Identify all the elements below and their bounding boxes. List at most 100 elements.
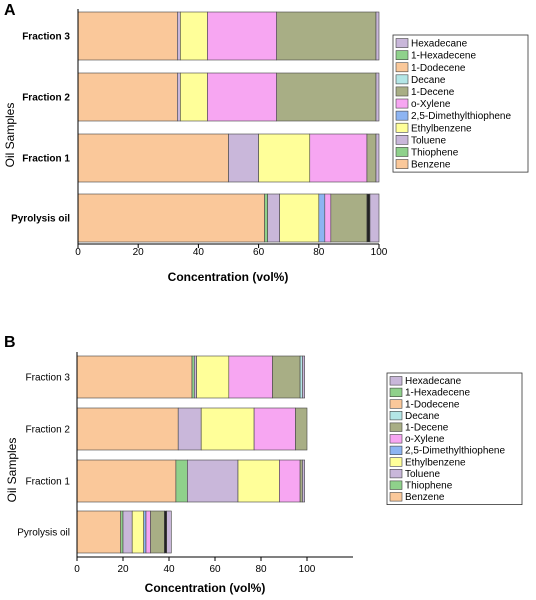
legend-box (386, 372, 523, 506)
legend-label-1-hexadecene: 1-Hexadecene (405, 388, 470, 399)
x-axis-title-b: Concentration (vol%) (145, 581, 266, 595)
legend-label-toluene: Toluene (405, 469, 440, 480)
bar-fraction-3-toluene (177, 11, 181, 61)
bar-pyrolysis-oil-ethylbenzene (131, 510, 144, 554)
y-tick-label-fraction-2: Fraction 2 (26, 425, 71, 436)
bar-fraction-1-o-xylene (279, 459, 301, 503)
y-tick-label-fraction-2: Fraction 2 (22, 93, 70, 104)
panel-letter-a: A (4, 2, 16, 19)
bar-pyrolysis-oil-ethylbenzene (279, 193, 320, 243)
ticks-b: Fraction 3 Fraction 2 Fraction 1 Pyrolysis … (17, 373, 316, 576)
bar-pyrolysis-oil-2-5-dimethylthiophene (143, 510, 147, 554)
bar-fraction-3-benzene (76, 355, 193, 399)
x-tick-label-0: 0 (74, 564, 80, 575)
bar-fraction-3-1-decene (272, 355, 301, 399)
legend-swatch-toluene (389, 468, 403, 479)
bar-fraction-3-thiophene (191, 355, 195, 399)
panel-letter-b: B (4, 334, 16, 351)
bar-fraction-2-1-decene (295, 407, 308, 451)
legend-swatch-1-decene (389, 422, 403, 432)
bar-fraction-3-benzene (77, 11, 178, 61)
legend-label-benzene: Benzene (411, 160, 451, 171)
bar-pyrolysis-oil-2-5-dimethylthiophene (318, 193, 326, 243)
bar-pyrolysis-oil-1-decene (150, 510, 165, 554)
legend-swatch-decane (395, 74, 409, 85)
bar-fraction-2-1-decene (276, 72, 377, 122)
legend-swatch-1-decene (395, 86, 409, 97)
legend-swatch-toluene (395, 135, 409, 145)
panel-b: B Oil Samples Concentration (vol%) Fract… (4, 334, 523, 595)
legend-label-2-5-dimethylthiophene: 2,5-Dimethylthiophene (411, 111, 511, 122)
legend-swatch-thiophene (389, 480, 403, 490)
bars-a (77, 11, 380, 243)
bar-fraction-3-ethylbenzene (196, 355, 230, 399)
x-tick-label-100: 100 (299, 564, 316, 575)
bar-fraction-3-o-xylene (207, 11, 277, 61)
legend-label-hexadecane: Hexadecane (411, 39, 468, 50)
bar-pyrolysis-oil-benzene (76, 510, 122, 554)
x-tick-label-20: 20 (133, 247, 145, 258)
bar-fraction-3-hexadecane (375, 11, 380, 61)
ticks-a: Fraction 3 Fraction 2 Fraction 1 Pyrolysis … (11, 32, 388, 259)
bar-pyrolysis-oil-toluene (122, 510, 133, 554)
bar-fraction-2-hexadecane (375, 72, 380, 122)
legend-swatch-1-hexadecene (395, 50, 409, 60)
bar-fraction-1-1-decene (366, 133, 377, 183)
x-tick-label-40: 40 (193, 247, 205, 258)
bar-pyrolysis-oil-hexadecane (369, 193, 380, 243)
y-axis-title-a: Oil Samples (3, 103, 17, 168)
y-tick-label-fraction-3: Fraction 3 (26, 373, 71, 384)
bar-pyrolysis-oil-hexadecane (166, 510, 172, 554)
bar-fraction-1-ethylbenzene (237, 459, 280, 503)
legend-label-thiophene: Thiophene (411, 148, 459, 159)
legend-label-thiophene: Thiophene (405, 481, 453, 492)
legend-label-1-decene: 1-Decene (405, 423, 449, 434)
bar-fraction-1-hexadecane (302, 459, 305, 503)
legend-label-1-dodecene: 1-Dodecene (405, 399, 460, 410)
bar-pyrolysis-oil-thiophene (264, 193, 268, 243)
x-tick-label-80: 80 (313, 247, 325, 258)
legend-swatch-thiophene (395, 147, 409, 157)
bar-fraction-3-o-xylene (228, 355, 273, 399)
legend-label-1-decene: 1-Decene (411, 87, 455, 98)
legend-a: Hexadecane1-Hexadecene1-DodeceneDecane1-… (392, 34, 529, 173)
x-tick-label-60: 60 (209, 564, 221, 575)
legend-swatch-benzene (389, 492, 403, 502)
x-tick-label-0: 0 (75, 247, 81, 258)
legend-label-decane: Decane (405, 411, 440, 422)
x-tick-label-40: 40 (163, 564, 175, 575)
y-tick-label-pyrolysis-oil: Pyrolysis oil (17, 528, 70, 539)
bar-fraction-1-benzene (76, 459, 177, 503)
bar-pyrolysis-oil-1-decene (330, 193, 368, 243)
legend-swatch-hexadecane (389, 376, 403, 386)
bar-pyrolysis-oil-1-dodecene (366, 193, 371, 243)
legend-label-2-5-dimethylthiophene: 2,5-Dimethylthiophene (405, 446, 505, 457)
legend-swatch-o-xylene (395, 98, 409, 109)
legend-label-o-xylene: o-Xylene (411, 99, 451, 110)
axes-a (77, 9, 379, 245)
x-axis-title-a: Concentration (vol%) (168, 270, 289, 284)
bar-fraction-3-hexadecane (302, 355, 305, 399)
legend-swatch-ethylbenzene (389, 457, 403, 467)
bar-fraction-1-1-decene (299, 459, 303, 503)
x-tick-label-20: 20 (117, 564, 129, 575)
bar-fraction-1-ethylbenzene (258, 133, 311, 183)
bar-fraction-2-toluene (177, 72, 181, 122)
legend-b: Hexadecane1-Hexadecene1-DodeceneDecane1-… (386, 372, 523, 506)
bar-fraction-2-ethylbenzene (180, 72, 208, 122)
legend-label-1-hexadecene: 1-Hexadecene (411, 51, 476, 62)
y-tick-label-fraction-1: Fraction 1 (26, 477, 71, 488)
bar-fraction-3-toluene (194, 355, 197, 399)
bar-fraction-2-benzene (76, 407, 179, 451)
x-tick-label-80: 80 (255, 564, 267, 575)
y-tick-label-pyrolysis-oil: Pyrolysis oil (11, 214, 70, 225)
x-tick-label-100: 100 (371, 247, 388, 258)
legend-label-hexadecane: Hexadecane (405, 376, 462, 387)
legend-swatch-hexadecane (395, 38, 409, 48)
legend-swatch-benzene (395, 159, 409, 169)
bar-fraction-2-o-xylene (253, 407, 296, 451)
legend-label-benzene: Benzene (405, 492, 445, 503)
bar-pyrolysis-oil-1-dodecene (164, 510, 167, 554)
bar-pyrolysis-oil-benzene (77, 193, 265, 243)
